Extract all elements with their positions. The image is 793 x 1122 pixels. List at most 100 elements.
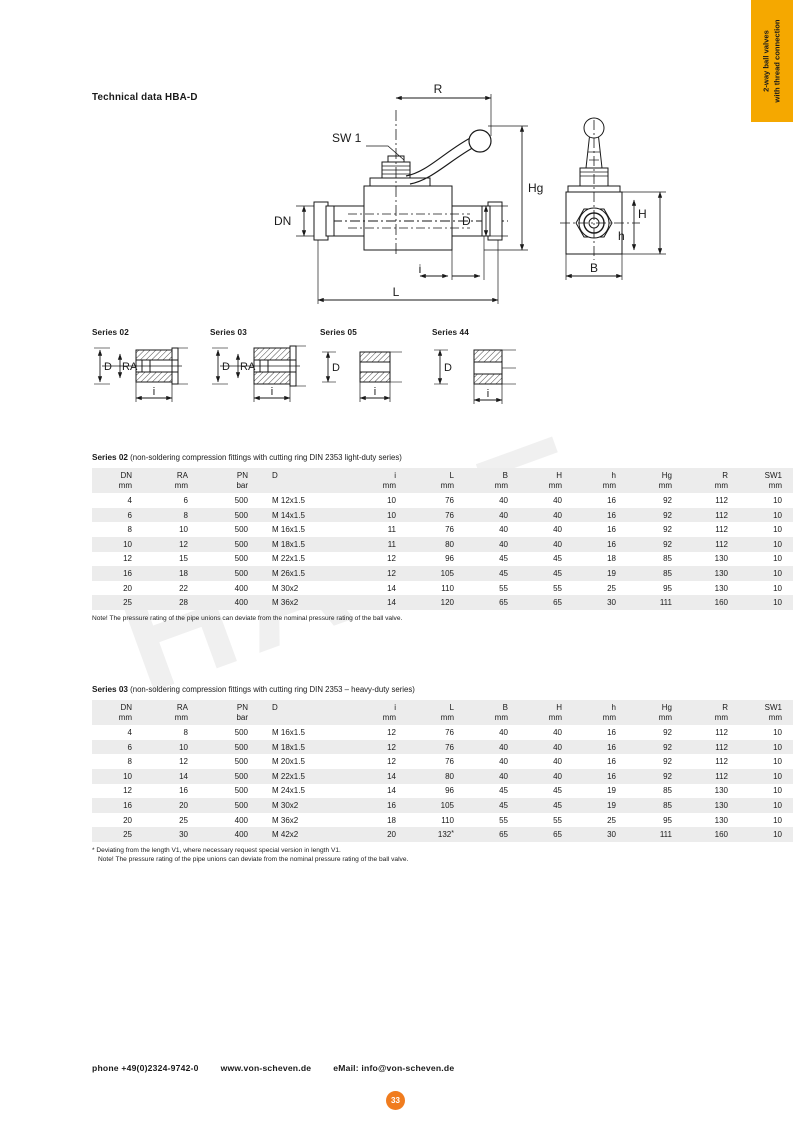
cell-b: 40	[499, 727, 508, 737]
table-note-asterisk: * Deviating from the length V1, where ne…	[92, 846, 341, 854]
cell-ra: 15	[179, 554, 188, 564]
column-header-unit: mm	[494, 712, 508, 722]
cell-hg: 85	[663, 800, 672, 810]
cell-h: 19	[607, 786, 616, 796]
cell-i: 12	[387, 554, 396, 564]
cell-dn: 10	[123, 539, 132, 549]
cell-ra: 12	[179, 539, 188, 549]
cell-hg: 95	[663, 583, 672, 593]
column-header-name: D	[272, 703, 278, 712]
cell-i: 14	[387, 583, 396, 593]
cell-b: 65	[499, 598, 508, 608]
cell-hg: 111	[659, 830, 672, 840]
cell-h: 45	[553, 786, 562, 796]
cell-ra: 25	[179, 815, 188, 825]
svg-text:i: i	[419, 262, 422, 276]
cell-hg: 92	[663, 510, 672, 520]
footer-website[interactable]: www.von-scheven.de	[220, 1063, 312, 1073]
cell-h: 16	[607, 495, 616, 505]
side-tab: 2-way ball valves with thread connection	[751, 0, 793, 122]
cell-pn: 500	[234, 568, 248, 578]
cell-ra: 6	[183, 495, 188, 505]
column-header-name: B	[502, 703, 508, 712]
column-header-pn: PN bar	[202, 700, 262, 725]
cell-h: 40	[553, 525, 562, 535]
side-tab-line-2: with thread connection	[772, 19, 781, 103]
cell-pn: 500	[234, 525, 248, 535]
column-header-unit: mm	[174, 712, 188, 722]
cell-dn: 16	[123, 568, 132, 578]
cell-b: 45	[499, 786, 508, 796]
cell-pn: 400	[234, 815, 248, 825]
cell-pn: 400	[234, 583, 248, 593]
cell-r: 112	[715, 771, 728, 781]
svg-text:R: R	[434, 82, 443, 96]
svg-text:SW 1: SW 1	[332, 131, 362, 145]
column-header-name: h	[611, 471, 616, 480]
cell-b: 45	[499, 800, 508, 810]
cell-r: 160	[714, 830, 728, 840]
cell-h: 40	[553, 539, 562, 549]
svg-text:DN: DN	[274, 214, 291, 228]
cell-sw1: 10	[773, 598, 782, 608]
table-caption-series: Series 03	[92, 685, 128, 694]
cell-r: 130	[714, 568, 728, 578]
column-header-unit: mm	[714, 480, 728, 490]
cell-i: 10	[387, 495, 396, 505]
column-header-ra: RA mm	[146, 700, 202, 725]
cell-r: 112	[715, 510, 728, 520]
column-header-sw1: SW1 mm	[742, 468, 793, 493]
cell-d: M 14x1.5	[272, 510, 305, 520]
cell-ra: 10	[179, 742, 188, 752]
series-thumb-03: Series 03	[210, 328, 328, 410]
column-header-h: h mm	[576, 700, 630, 725]
column-header-h: h mm	[576, 468, 630, 493]
column-header-unit: mm	[382, 480, 396, 490]
svg-text:i: i	[271, 386, 273, 398]
cell-ra: 18	[179, 568, 188, 578]
cell-h: 16	[607, 757, 616, 767]
column-header-unit: mm	[548, 712, 562, 722]
cell-dn: 16	[123, 800, 132, 810]
column-header-unit: mm	[548, 480, 562, 490]
svg-text:h: h	[618, 229, 625, 243]
column-header-dn: DN mm	[92, 468, 146, 493]
svg-text:B: B	[590, 261, 598, 275]
cell-h: 40	[553, 495, 562, 505]
table-note: Note! The pressure rating of the pipe un…	[92, 614, 403, 622]
column-header-i: i mm	[358, 468, 410, 493]
cell-h: 16	[607, 539, 616, 549]
cell-dn: 8	[127, 757, 132, 767]
cell-l: 80	[445, 539, 454, 549]
table-caption-rest: (non-soldering compression fittings with…	[127, 453, 402, 462]
svg-text:D: D	[444, 362, 452, 374]
footer-phone: phone +49(0)2324-9742-0	[92, 1063, 199, 1073]
cell-h: 65	[553, 830, 562, 840]
column-header-unit: mm	[602, 480, 616, 490]
column-header-unit: mm	[658, 480, 672, 490]
column-header-name: H	[556, 703, 562, 712]
cell-dn: 4	[127, 495, 132, 505]
cell-hg: 92	[663, 757, 672, 767]
cell-d: M 16x1.5	[272, 727, 305, 737]
column-header-name: H	[556, 471, 562, 480]
cell-i: 10	[387, 510, 396, 520]
column-header-unit: mm	[382, 712, 396, 722]
table-caption-series: Series 02	[92, 453, 128, 462]
cell-dn: 10	[123, 771, 132, 781]
footer-email[interactable]: eMail: info@von-scheven.de	[333, 1063, 455, 1073]
cell-b: 45	[499, 554, 508, 564]
cell-h: 30	[607, 830, 616, 840]
cell-h: 16	[607, 771, 616, 781]
cell-l: 76	[445, 742, 454, 752]
column-header-pn: PN bar	[202, 468, 262, 493]
cell-sw1: 10	[773, 539, 782, 549]
series-thumb-label: Series 05	[320, 328, 357, 337]
side-tab-text: 2-way ball valves with thread connection	[762, 19, 783, 102]
